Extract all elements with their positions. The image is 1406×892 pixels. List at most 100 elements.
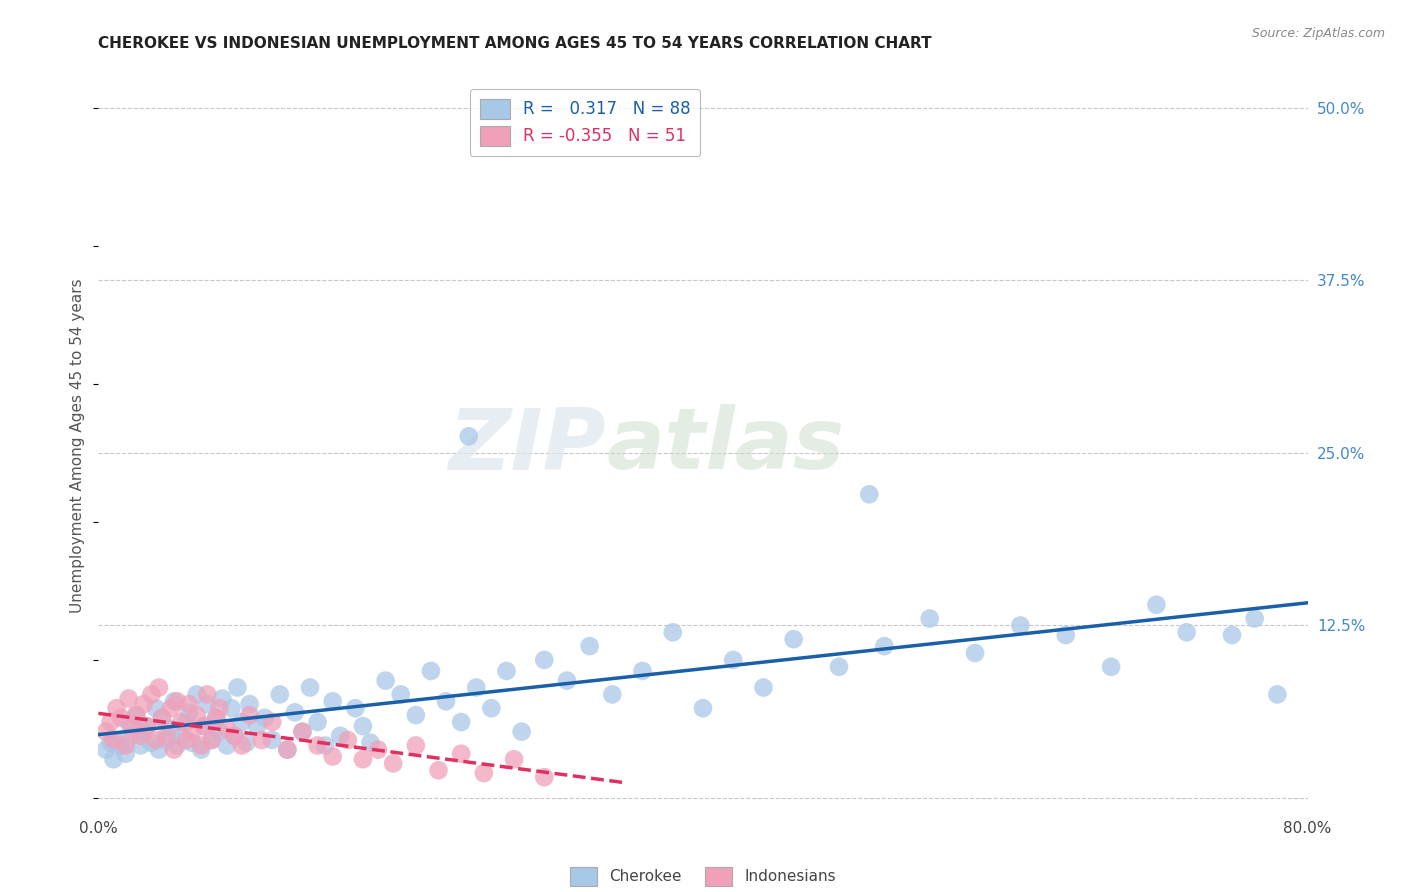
Point bbox=[148, 742, 170, 756]
Point bbox=[1099, 660, 1122, 674]
Legend: Cherokee, Indonesians: Cherokee, Indonesians bbox=[564, 861, 842, 892]
Point bbox=[783, 632, 806, 647]
Point bbox=[163, 742, 186, 756]
Point bbox=[692, 701, 714, 715]
Point bbox=[420, 664, 443, 678]
Point bbox=[533, 770, 555, 784]
Point bbox=[450, 714, 472, 729]
Point bbox=[1243, 611, 1265, 625]
Point bbox=[118, 691, 141, 706]
Point bbox=[110, 739, 132, 753]
Point bbox=[170, 729, 193, 743]
Point bbox=[155, 729, 177, 743]
Point bbox=[367, 742, 389, 756]
Point bbox=[352, 719, 374, 733]
Point bbox=[121, 722, 143, 736]
Point bbox=[226, 681, 249, 695]
Point bbox=[129, 739, 152, 753]
Point bbox=[100, 736, 122, 750]
Point bbox=[179, 706, 201, 720]
Point bbox=[103, 752, 125, 766]
Point bbox=[105, 701, 128, 715]
Point bbox=[170, 714, 193, 729]
Point bbox=[329, 729, 352, 743]
Point bbox=[174, 714, 197, 729]
Point bbox=[224, 729, 246, 743]
Point bbox=[94, 742, 117, 756]
Point bbox=[166, 739, 188, 753]
Point bbox=[215, 739, 238, 753]
Point bbox=[205, 711, 228, 725]
Point bbox=[201, 733, 224, 747]
Point bbox=[291, 724, 314, 739]
Point bbox=[555, 673, 578, 688]
Point bbox=[132, 724, 155, 739]
Point bbox=[1267, 687, 1289, 701]
Point bbox=[94, 724, 117, 739]
Point bbox=[231, 739, 253, 753]
Point bbox=[631, 664, 654, 678]
Text: atlas: atlas bbox=[606, 404, 845, 488]
Point bbox=[179, 697, 201, 711]
Point bbox=[307, 714, 329, 729]
Point bbox=[578, 639, 600, 653]
Point bbox=[450, 747, 472, 761]
Point bbox=[828, 660, 851, 674]
Point bbox=[472, 766, 495, 780]
Point bbox=[246, 719, 269, 733]
Point bbox=[190, 742, 212, 756]
Point bbox=[291, 724, 314, 739]
Point bbox=[752, 681, 775, 695]
Point bbox=[405, 739, 427, 753]
Point bbox=[481, 701, 503, 715]
Point bbox=[239, 708, 262, 723]
Point bbox=[186, 687, 208, 701]
Point bbox=[211, 691, 233, 706]
Point bbox=[132, 697, 155, 711]
Point bbox=[129, 729, 152, 743]
Point bbox=[148, 681, 170, 695]
Point bbox=[276, 742, 298, 756]
Point bbox=[284, 706, 307, 720]
Point bbox=[224, 729, 246, 743]
Point bbox=[533, 653, 555, 667]
Point bbox=[190, 739, 212, 753]
Point bbox=[145, 701, 167, 715]
Text: Source: ZipAtlas.com: Source: ZipAtlas.com bbox=[1251, 27, 1385, 40]
Point bbox=[195, 697, 218, 711]
Point bbox=[374, 673, 396, 688]
Point bbox=[208, 701, 231, 715]
Point bbox=[1010, 618, 1032, 632]
Point bbox=[145, 733, 167, 747]
Point bbox=[1175, 625, 1198, 640]
Point bbox=[662, 625, 685, 640]
Point bbox=[166, 694, 188, 708]
Point bbox=[215, 722, 238, 736]
Point bbox=[201, 733, 224, 747]
Point bbox=[186, 708, 208, 723]
Point bbox=[125, 708, 148, 723]
Point bbox=[221, 701, 243, 715]
Point bbox=[181, 724, 204, 739]
Point bbox=[434, 694, 457, 708]
Point bbox=[495, 664, 517, 678]
Point bbox=[276, 742, 298, 756]
Point bbox=[253, 711, 276, 725]
Point bbox=[141, 687, 163, 701]
Point bbox=[181, 736, 204, 750]
Point bbox=[269, 687, 291, 701]
Point bbox=[510, 724, 533, 739]
Point bbox=[114, 739, 136, 753]
Point bbox=[135, 719, 157, 733]
Point bbox=[389, 687, 412, 701]
Point bbox=[262, 733, 284, 747]
Point bbox=[299, 681, 322, 695]
Point bbox=[405, 708, 427, 723]
Point bbox=[352, 752, 374, 766]
Y-axis label: Unemployment Among Ages 45 to 54 years: Unemployment Among Ages 45 to 54 years bbox=[70, 278, 86, 614]
Point bbox=[1220, 628, 1243, 642]
Point bbox=[322, 749, 344, 764]
Point bbox=[105, 733, 128, 747]
Point bbox=[135, 719, 157, 733]
Point bbox=[121, 729, 143, 743]
